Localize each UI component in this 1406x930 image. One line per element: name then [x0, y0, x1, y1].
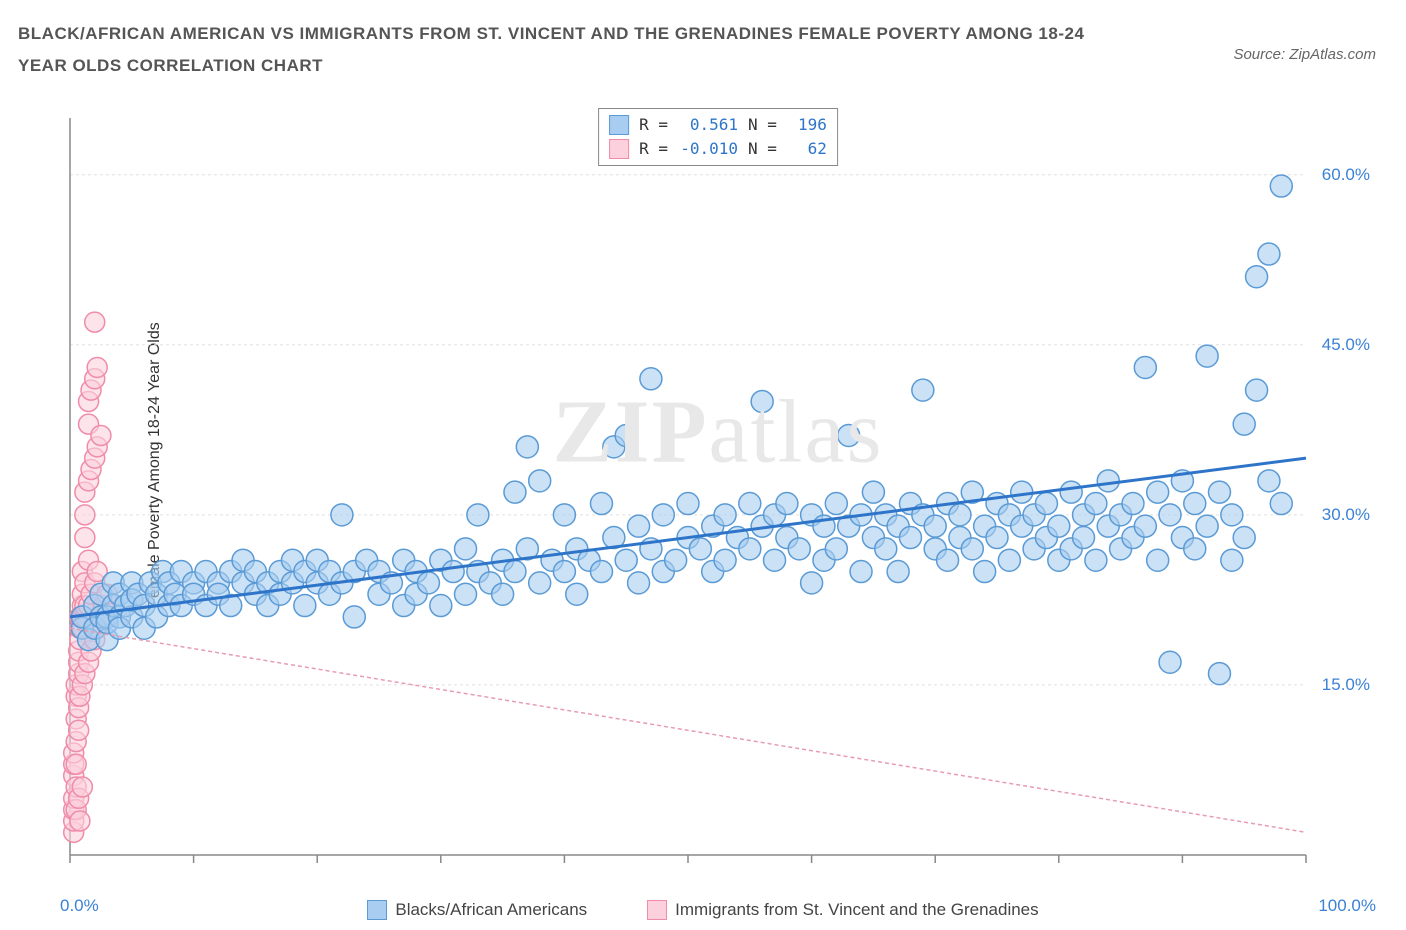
series-blue-label: Blacks/African Americans: [395, 900, 587, 920]
swatch-pink-icon: [647, 900, 667, 920]
r-value-pink: -0.010: [678, 137, 738, 161]
chart-title: BLACK/AFRICAN AMERICAN VS IMMIGRANTS FRO…: [18, 18, 1118, 83]
series-pink-label: Immigrants from St. Vincent and the Gren…: [675, 900, 1038, 920]
n-label: N =: [748, 113, 777, 137]
swatch-blue-icon: [609, 115, 629, 135]
series-legend: Blacks/African Americans Immigrants from…: [0, 900, 1406, 920]
swatch-blue-icon: [367, 900, 387, 920]
y-tick-label: 60.0%: [1322, 165, 1370, 185]
swatch-pink-icon: [609, 139, 629, 159]
n-label: N =: [748, 137, 777, 161]
r-value-blue: 0.561: [678, 113, 738, 137]
y-tick-label: 30.0%: [1322, 505, 1370, 525]
n-value-blue: 196: [787, 113, 827, 137]
scatter-chart: [60, 108, 1376, 880]
plot-area: ZIPatlas R = 0.561 N = 196 R = -0.010 N …: [60, 108, 1376, 880]
n-value-pink: 62: [787, 137, 827, 161]
source-label: Source: ZipAtlas.com: [1233, 18, 1376, 63]
y-tick-label: 45.0%: [1322, 335, 1370, 355]
r-label: R =: [639, 113, 668, 137]
r-label: R =: [639, 137, 668, 161]
stats-legend: R = 0.561 N = 196 R = -0.010 N = 62: [598, 108, 838, 166]
y-tick-label: 15.0%: [1322, 675, 1370, 695]
